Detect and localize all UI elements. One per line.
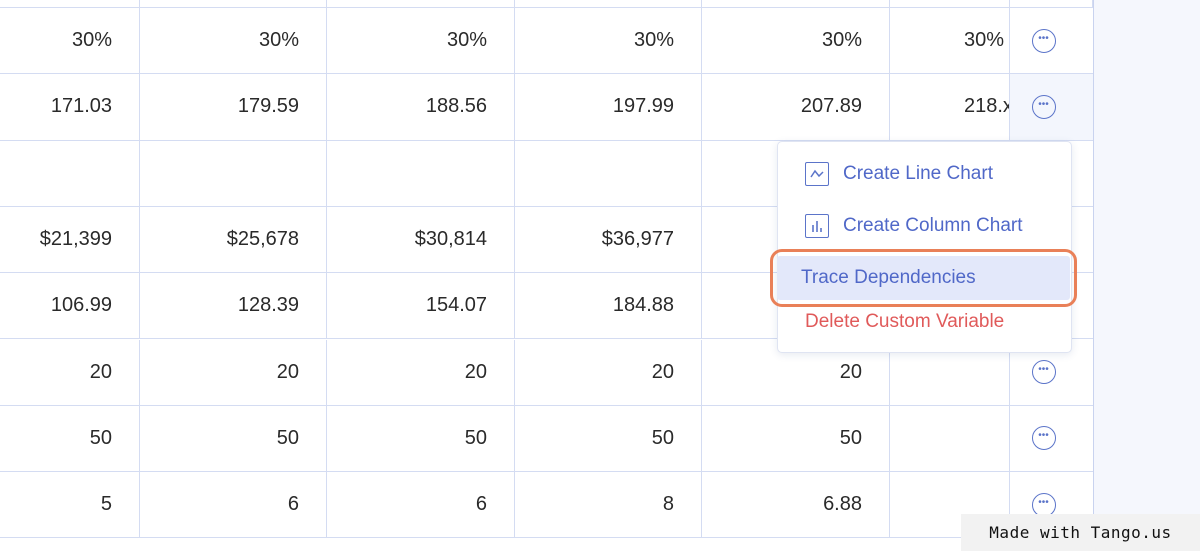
table-cell[interactable] (890, 472, 1010, 539)
table-cell[interactable]: 50 (0, 405, 140, 473)
row-actions-cell: ••• (1010, 8, 1093, 75)
table-cell[interactable] (890, 339, 1010, 406)
table-cell (515, 0, 702, 8)
row-actions-cell: ••• (1010, 74, 1093, 141)
table-cell[interactable]: 30% (0, 8, 140, 75)
table-cell[interactable]: 30% (140, 8, 327, 75)
menu-item-label: Create Line Chart (843, 163, 993, 184)
table-cell (0, 0, 140, 8)
table-cell[interactable]: $25,678 (140, 206, 327, 274)
table-cell[interactable]: 5 (0, 472, 140, 539)
menu-item-label: Create Column Chart (843, 215, 1023, 236)
table-cell[interactable]: 30% (327, 8, 515, 75)
table-cell[interactable]: 50 (702, 405, 890, 473)
table-cell[interactable]: 8 (515, 472, 702, 539)
table-cell (327, 0, 515, 8)
table-cell[interactable]: $36,977 (515, 206, 702, 274)
table-cell[interactable]: 6.88 (702, 472, 890, 539)
row-context-menu: Create Line Chart Create Column Chart Tr… (770, 141, 1077, 353)
table-cell[interactable]: 207.89 (702, 74, 890, 141)
ellipsis-circle-icon[interactable]: ••• (1031, 426, 1056, 451)
table-cell[interactable]: 50 (327, 405, 515, 473)
menu-item-label: Trace Dependencies (801, 267, 976, 288)
table-cell (140, 0, 327, 8)
row-actions-cell: ••• (1010, 406, 1093, 473)
table-cell[interactable]: 184.88 (515, 273, 702, 340)
table-cell[interactable]: 50 (140, 405, 327, 473)
table-cell[interactable]: $21,399 (0, 206, 140, 274)
table-cell[interactable]: 20 (702, 339, 890, 406)
table-cell (1010, 0, 1093, 8)
menu-item-create-column-chart[interactable]: Create Column Chart (778, 206, 1071, 246)
table-cell[interactable]: 154.07 (327, 273, 515, 340)
table-cell (702, 0, 890, 8)
table-cell[interactable]: 218.xx (890, 74, 1010, 141)
ellipsis-circle-icon[interactable]: ••• (1031, 360, 1056, 385)
ellipsis-circle-icon[interactable]: ••• (1031, 94, 1056, 119)
table-cell[interactable]: 197.99 (515, 74, 702, 141)
table-cell[interactable]: 106.99 (0, 273, 140, 340)
table-cell[interactable] (890, 405, 1010, 473)
table-cell[interactable]: $30,814 (327, 206, 515, 274)
row-actions-cell: ••• (1010, 340, 1093, 406)
menu-item-label: Delete Custom Variable (805, 311, 1005, 332)
menu-item-create-line-chart[interactable]: Create Line Chart (778, 154, 1071, 194)
table-cell[interactable]: 171.03 (0, 74, 140, 141)
table-cell[interactable] (327, 140, 515, 207)
table-cell[interactable] (140, 140, 327, 207)
line-chart-icon (805, 162, 829, 186)
table-cell[interactable]: 30% (702, 8, 890, 75)
table-cell (890, 0, 1010, 8)
table-cell[interactable]: 30% (515, 8, 702, 75)
ellipsis-circle-icon[interactable]: ••• (1031, 28, 1056, 53)
column-chart-icon (805, 214, 829, 238)
table-cell[interactable]: 179.59 (140, 74, 327, 141)
table-cell[interactable]: 20 (140, 339, 327, 406)
table-cell[interactable]: 188.56 (327, 74, 515, 141)
table-cell[interactable]: 50 (515, 405, 702, 473)
table-cell[interactable]: 20 (327, 339, 515, 406)
menu-item-trace-dependencies[interactable]: Trace Dependencies (770, 249, 1077, 307)
table-cell[interactable]: 20 (0, 339, 140, 406)
menu-item-delete-custom-variable[interactable]: Delete Custom Variable (778, 302, 1071, 342)
table-cell[interactable]: 128.39 (140, 273, 327, 340)
table-cell[interactable]: 30% (890, 8, 1010, 75)
table-cell[interactable]: 20 (515, 339, 702, 406)
table-cell[interactable] (515, 140, 702, 207)
table-cell[interactable]: 6 (327, 472, 515, 539)
table-cell[interactable]: 6 (140, 472, 327, 539)
table-cell[interactable] (0, 140, 140, 207)
tango-watermark: Made with Tango.us (961, 514, 1200, 551)
